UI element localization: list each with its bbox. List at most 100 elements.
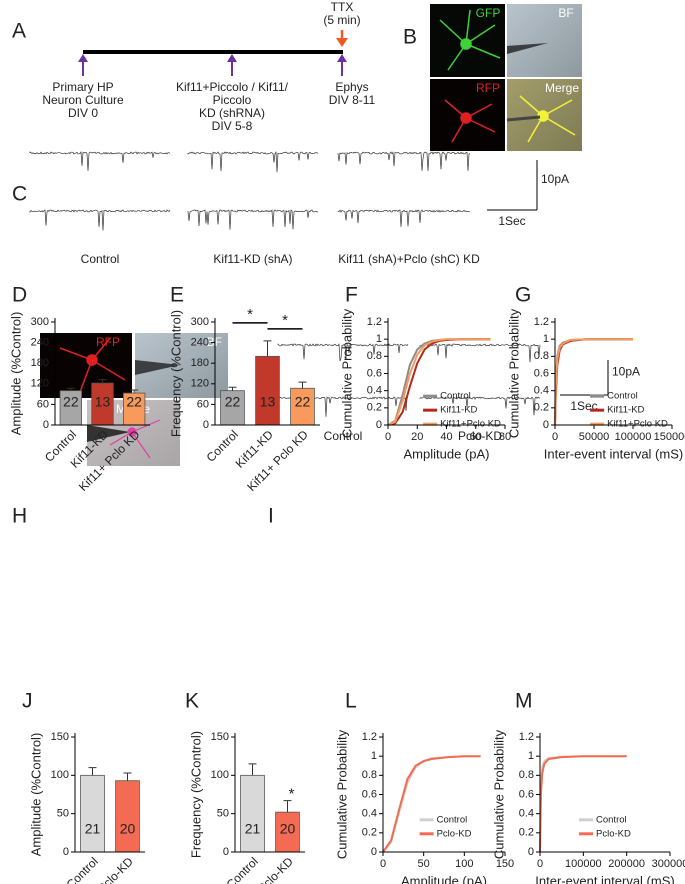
panel-letter: L: [345, 690, 357, 713]
y-axis-label: Frequency (%Control): [188, 731, 203, 858]
condition-label: Kif11-KD (shA): [213, 252, 292, 266]
condition-label: Kif11 (shA)+Pclo (shC) KD: [338, 252, 480, 266]
legend-label: Kif11+Pclo KD: [440, 419, 501, 430]
y-tick-label: 0.4: [362, 808, 377, 820]
y-tick-label: 180: [31, 357, 49, 369]
legend-label: Control: [440, 391, 471, 402]
condition-label: Pclo-KD: [458, 429, 502, 443]
pipette: [507, 43, 548, 54]
y-tick-label: 0.6: [519, 788, 534, 800]
y-tick-label: 180: [191, 357, 209, 369]
y-tick-label: 150: [51, 731, 69, 743]
treatment-label: (5 min): [323, 13, 360, 27]
scale-label: 10pA: [612, 365, 640, 379]
condition-label: Control: [324, 429, 363, 443]
current-trace: [187, 151, 319, 173]
x-tick-label: Control: [64, 854, 101, 884]
image-label: GFP: [476, 6, 501, 20]
y-tick-label: 120: [191, 378, 209, 390]
y-tick-label: 0.8: [534, 350, 549, 362]
error-bar: [88, 767, 97, 776]
sample-size: 13: [260, 394, 276, 410]
sample-size: 21: [85, 821, 101, 837]
treatment-label: TTX: [331, 0, 354, 14]
y-axis-label: Cumulative Probability: [506, 308, 521, 438]
current-trace: [337, 151, 471, 172]
x-tick-label: 300000: [652, 858, 685, 870]
panel-letter: M: [515, 690, 533, 713]
arrow-head: [336, 38, 348, 47]
y-tick-label: 0: [371, 846, 377, 858]
y-axis-label: Amplitude (%Control): [8, 312, 23, 436]
y-tick-label: 0.2: [519, 827, 534, 839]
x-tick-label: 100: [455, 858, 473, 870]
y-tick-label: 0.2: [367, 402, 382, 414]
condition-label: Control: [81, 252, 120, 266]
y-tick-label: 0.8: [367, 350, 382, 362]
panel-letter: H: [12, 505, 27, 528]
sample-size: 13: [95, 394, 111, 410]
event-label: Piccolo: [213, 93, 252, 107]
y-tick-label: 1: [543, 333, 549, 345]
x-tick-label: 0: [552, 431, 558, 443]
neuron-rfp: [444, 99, 496, 143]
y-tick-label: 0.6: [362, 788, 377, 800]
y-tick-label: 50: [217, 808, 229, 820]
panel-letter: C: [12, 183, 27, 206]
y-tick-label: 0: [63, 846, 69, 858]
panel-letter: I: [268, 505, 274, 528]
x-tick-label: 60: [470, 431, 482, 443]
current-trace: [419, 396, 541, 416]
error-bar: [228, 386, 237, 391]
sample-size: 22: [225, 394, 241, 410]
cumulative-line: [539, 755, 627, 853]
x-tick-label: 0: [537, 858, 543, 870]
y-tick-label: 0.8: [519, 769, 534, 781]
error-bar: [98, 379, 107, 384]
legend-label: Control: [596, 814, 627, 825]
y-tick-label: 1.2: [519, 731, 534, 743]
x-tick-label: 100000: [615, 431, 652, 443]
neuron-gfp: [439, 9, 501, 71]
y-axis-label: Cumulative Probability: [491, 729, 506, 859]
y-tick-label: 1: [371, 750, 377, 762]
x-tick-label: 100000: [565, 858, 602, 870]
legend-label: Control: [607, 391, 638, 402]
y-tick-label: 0.2: [362, 827, 377, 839]
event-label: Primary HP: [52, 80, 113, 94]
significance-label: *: [289, 786, 295, 803]
y-axis-label: Cumulative Probability: [334, 729, 349, 859]
y-tick-label: 300: [31, 316, 49, 328]
y-tick-label: 0: [43, 419, 49, 431]
y-tick-label: 0: [203, 419, 209, 431]
event-label: Kif11+Piccolo / Kif11/: [176, 80, 289, 94]
x-tick-label: 40: [440, 431, 452, 443]
cumulative-line: [382, 755, 481, 853]
legend-label: Kif11-KD: [440, 405, 477, 416]
error-bar: [66, 387, 75, 391]
sample-size: 20: [280, 821, 296, 837]
x-tick-label: 0: [380, 858, 386, 870]
bar: [80, 774, 105, 853]
neuron-merge: [506, 95, 576, 143]
x-axis-label: Inter-event interval (mS): [544, 446, 683, 461]
legend-label: Kif11+Pclo KD: [607, 419, 668, 430]
sample-size: 20: [120, 821, 136, 837]
x-tick-label: 0: [385, 431, 391, 443]
current-trace: [29, 150, 171, 171]
x-tick-label: 150000: [654, 431, 685, 443]
x-tick-label: 80: [499, 431, 511, 443]
y-tick-label: 60: [37, 398, 49, 410]
legend-label: Pclo-KD: [596, 828, 631, 839]
panel-letter: F: [345, 284, 358, 307]
error-bar: [248, 763, 257, 776]
event-label: DIV 5-8: [212, 119, 253, 133]
scale-label: 1Sec: [498, 214, 525, 228]
y-tick-label: 0.6: [367, 367, 382, 379]
panel-letter: D: [12, 284, 27, 307]
y-tick-label: 1: [528, 750, 534, 762]
bar: [255, 355, 280, 426]
pipette: [87, 425, 130, 442]
event-label: KD (shRNA): [199, 106, 265, 120]
current-trace: [277, 343, 409, 362]
